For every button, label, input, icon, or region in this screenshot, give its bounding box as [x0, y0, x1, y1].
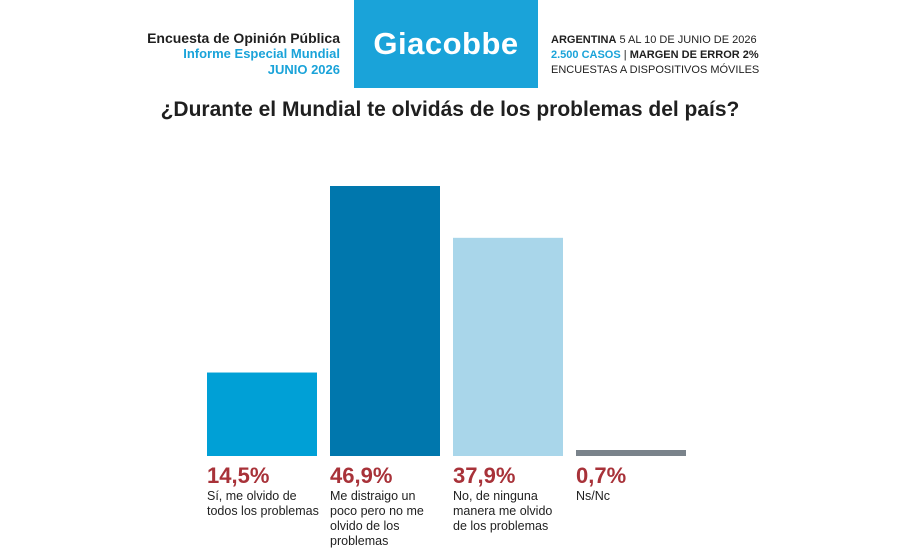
survey-info: Encuesta de Opinión Pública Informe Espe…: [147, 30, 340, 78]
bar-2: [330, 186, 440, 456]
survey-dates: 5 AL 10 DE JUNIO DE 2026: [619, 34, 757, 46]
survey-country: ARGENTINA: [551, 34, 617, 46]
bar-1: [207, 372, 317, 456]
category-label-1: Sí, me olvido de todos los problemas: [207, 489, 319, 518]
category-label-3: No, de ninguna manera me olvido de los p…: [453, 489, 553, 533]
survey-method: ENCUESTAS A DISPOSITIVOS MÓVILES: [551, 64, 760, 76]
bar-value-label-4: 0,7%: [576, 463, 627, 488]
survey-details: ARGENTINA 5 AL 10 DE JUNIO DE 2026 2.500…: [551, 33, 759, 78]
details-separator: |: [623, 49, 627, 61]
category-label-4: Ns/Nc: [576, 489, 611, 503]
category-label-2: Me distraigo un poco pero no me olvido d…: [330, 489, 424, 548]
bar-value-label-1: 14,5%: [207, 463, 270, 488]
bar-value-label-3: 37,9%: [453, 463, 516, 488]
report-date: JUNIO 2026: [267, 62, 340, 77]
bar-4: [576, 450, 686, 456]
survey-cases: 2.500 CASOS: [551, 49, 621, 61]
brand-name: Giacobbe: [373, 26, 519, 61]
bar-value-label-2: 46,9%: [330, 463, 393, 488]
chart-title: ¿Durante el Mundial te olvidás de los pr…: [160, 98, 740, 121]
margin-of-error: MARGEN DE ERROR 2%: [629, 49, 759, 61]
bar-3: [453, 237, 563, 456]
survey-title: Encuesta de Opinión Pública: [147, 30, 340, 46]
report-subtitle: Informe Especial Mundial: [183, 46, 340, 61]
brand-logo: Giacobbe: [354, 0, 538, 88]
